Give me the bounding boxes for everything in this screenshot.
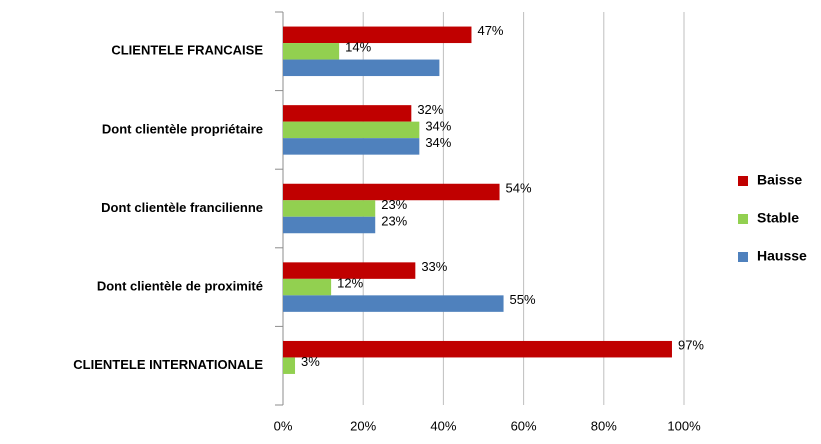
value-label: 23% xyxy=(381,197,407,212)
value-label: 34% xyxy=(425,118,451,133)
x-tick-label: 80% xyxy=(591,418,617,433)
y-tick-label: CLIENTELE FRANCAISE xyxy=(111,43,263,58)
x-tick-label: 40% xyxy=(430,418,456,433)
bar xyxy=(283,216,376,234)
legend-label: Stable xyxy=(757,210,799,226)
value-label: 14% xyxy=(345,40,371,55)
value-label: 47% xyxy=(477,23,503,38)
bar xyxy=(283,262,416,279)
bar xyxy=(283,200,376,217)
value-label: 3% xyxy=(301,354,320,369)
value-label: 12% xyxy=(337,276,363,291)
x-tick-label: 60% xyxy=(511,418,537,433)
y-tick-label: Dont clientèle propriétaire xyxy=(102,121,263,136)
bar xyxy=(283,183,500,201)
value-label: 33% xyxy=(421,259,447,274)
value-label: 32% xyxy=(417,102,443,117)
bar xyxy=(283,121,420,139)
x-tick-label: 100% xyxy=(667,418,701,433)
legend-swatch xyxy=(738,214,748,224)
legend-label: Baisse xyxy=(757,172,802,188)
bar xyxy=(283,105,412,122)
bar xyxy=(283,340,672,358)
y-tick-label: Dont clientèle de proximité xyxy=(97,279,263,294)
bar xyxy=(283,26,472,44)
legend-swatch xyxy=(738,176,748,186)
value-label: 97% xyxy=(678,338,704,353)
y-tick-label: Dont clientèle francilienne xyxy=(101,200,263,215)
y-tick-label: CLIENTELE INTERNATIONALE xyxy=(73,357,263,372)
bar xyxy=(283,278,332,296)
value-label: 23% xyxy=(381,213,407,228)
bar xyxy=(283,59,440,77)
bar xyxy=(283,295,504,312)
value-label: 55% xyxy=(510,292,536,307)
x-tick-label: 20% xyxy=(350,418,376,433)
x-tick-label: 0% xyxy=(274,418,293,433)
bar xyxy=(283,357,296,374)
bar xyxy=(283,43,340,60)
value-label: 34% xyxy=(425,135,451,150)
legend-swatch xyxy=(738,252,748,262)
legend-label: Hausse xyxy=(757,248,807,264)
bar xyxy=(283,138,420,155)
value-label: 54% xyxy=(506,180,532,195)
